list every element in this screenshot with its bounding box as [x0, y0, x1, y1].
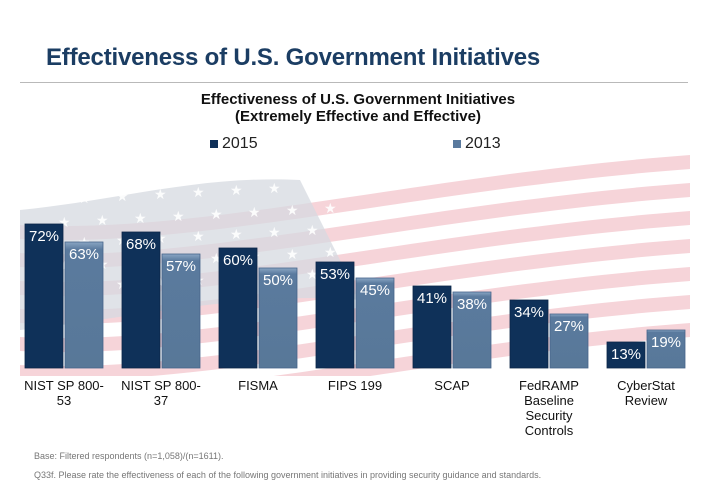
flag-star: ★: [248, 204, 261, 220]
bar-label-2015-1: 68%: [126, 236, 156, 253]
bar-label-2015-0: 72%: [29, 228, 59, 245]
bar-2015-5: [509, 299, 549, 369]
bar-2015-3: [315, 261, 355, 369]
category-label-0: NIST SP 800-53: [24, 378, 104, 408]
footnote-question: Q33f. Please rate the effectiveness of e…: [34, 470, 542, 480]
bar-label-2015-5: 34%: [514, 304, 544, 321]
footnote-base: Base: Filtered respondents (n=1,058)/(n=…: [34, 451, 224, 461]
bar-label-2013-5: 27%: [554, 318, 584, 335]
flag-star: ★: [268, 180, 281, 196]
flag-star: ★: [230, 226, 243, 242]
flag-star: ★: [134, 210, 147, 226]
chart-subtitle: (Extremely Effective and Effective): [235, 108, 481, 125]
legend-swatch-2013: [453, 140, 461, 148]
category-label-6: CyberStat Review: [617, 378, 675, 408]
bar-2013-1: [161, 253, 201, 369]
legend-label-2015: 2015: [222, 135, 258, 152]
bar-2015-2: [218, 247, 258, 369]
legend-item-2013: 2013: [453, 135, 501, 153]
bar-label-2015-2: 60%: [223, 252, 253, 269]
flag-star: ★: [40, 192, 53, 208]
flag-star: ★: [268, 224, 281, 240]
bar-label-2013-4: 38%: [457, 296, 487, 313]
flag-star: ★: [154, 186, 167, 202]
flag-star: ★: [286, 246, 299, 262]
flag-star: ★: [172, 208, 185, 224]
bar-2015-6: [606, 341, 646, 369]
bar-2013-2: [258, 267, 298, 369]
bar-2013-6: [646, 329, 686, 369]
chart-title: Effectiveness of U.S. Government Initiat…: [200, 91, 516, 108]
flag-star: ★: [210, 206, 223, 222]
flag-star: ★: [116, 188, 129, 204]
flag-star: ★: [192, 184, 205, 200]
flag-star: ★: [306, 266, 319, 282]
bar-label-2013-2: 50%: [263, 272, 293, 289]
bar-2013-3: [355, 277, 395, 369]
flag-star: ★: [286, 202, 299, 218]
flag-star: ★: [78, 190, 91, 206]
bar-label-2013-1: 57%: [166, 258, 196, 275]
bar-2013-0: [64, 241, 104, 369]
bar-2015-4: [412, 285, 452, 369]
bar-label-2015-4: 41%: [417, 290, 447, 307]
category-label-5: FedRAMP Baseline Security Controls: [519, 378, 579, 438]
flag-star: ★: [306, 222, 319, 238]
title-divider: [20, 82, 688, 83]
legend-label-2013: 2013: [465, 135, 501, 152]
bar-2013-4: [452, 291, 492, 369]
bar-label-2013-6: 19%: [651, 334, 681, 351]
bar-2013-5: [549, 313, 589, 369]
category-label-2: FISMA: [238, 378, 278, 393]
flag-fade: [0, 376, 716, 456]
slide-title: Effectiveness of U.S. Government Initiat…: [46, 44, 541, 71]
flag-star: ★: [306, 178, 319, 194]
category-label-1: NIST SP 800-37: [121, 378, 201, 408]
legend-item-2015: 2015: [210, 135, 258, 153]
bar-2015-0: [24, 223, 64, 369]
bar-label-2013-3: 45%: [360, 282, 390, 299]
bar-label-2013-0: 63%: [69, 246, 99, 263]
category-label-3: FIPS 199: [328, 378, 382, 393]
bar-label-2015-6: 13%: [611, 346, 641, 363]
bar-label-2015-3: 53%: [320, 266, 350, 283]
flag-star: ★: [324, 200, 337, 216]
legend-swatch-2015: [210, 140, 218, 148]
flag-star: ★: [230, 182, 243, 198]
category-label-4: SCAP: [434, 378, 469, 393]
flag-star: ★: [96, 212, 109, 228]
bar-2015-1: [121, 231, 161, 369]
flag-star: ★: [192, 228, 205, 244]
flag-star: ★: [324, 244, 337, 260]
